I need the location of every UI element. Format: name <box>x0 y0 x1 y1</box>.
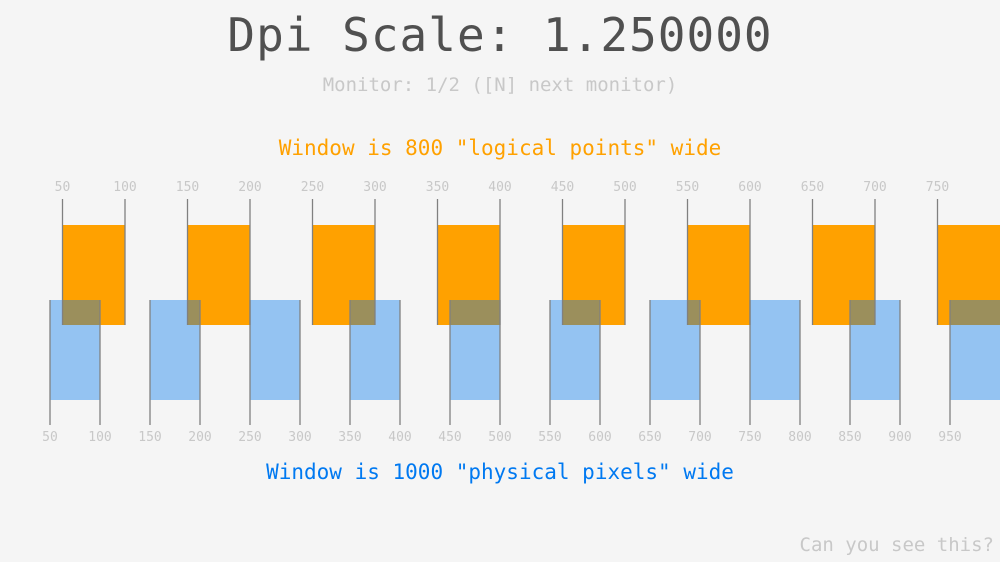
logical-tick-label: 700 <box>863 180 886 195</box>
overlap-region <box>562 300 600 325</box>
logical-tick-label: 200 <box>238 180 261 195</box>
physical-tick-label: 450 <box>438 430 461 445</box>
physical-tick-label: 500 <box>488 430 511 445</box>
physical-tick-label: 150 <box>138 430 161 445</box>
overlap-region <box>950 300 1000 325</box>
physical-pixels-caption: Window is 1000 "physical pixels" wide <box>266 460 734 484</box>
dpi-scale-title: Dpi Scale: 1.250000 <box>227 8 773 62</box>
logical-tick-label: 550 <box>676 180 699 195</box>
physical-tick-label: 100 <box>88 430 111 445</box>
logical-tick-label: 500 <box>613 180 636 195</box>
monitor-info: Monitor: 1/2 ([N] next monitor) <box>322 74 678 96</box>
physical-tick-label: 200 <box>188 430 211 445</box>
logical-tick-label: 400 <box>488 180 511 195</box>
physical-tick-label: 300 <box>288 430 311 445</box>
logical-tick-label: 450 <box>551 180 574 195</box>
physical-tick-label: 750 <box>738 430 761 445</box>
physical-tick-label: 600 <box>588 430 611 445</box>
physical-tick-label: 900 <box>888 430 911 445</box>
physical-tick-label: 650 <box>638 430 661 445</box>
overlap-region <box>850 300 875 325</box>
logical-tick-label: 750 <box>926 180 949 195</box>
physical-box <box>250 300 300 400</box>
logical-tick-label: 300 <box>363 180 386 195</box>
logical-tick-label: 600 <box>738 180 761 195</box>
logical-tick-label: 250 <box>301 180 324 195</box>
logical-tick-label: 150 <box>176 180 199 195</box>
physical-tick-label: 850 <box>838 430 861 445</box>
logical-tick-label: 350 <box>426 180 449 195</box>
physical-tick-label: 350 <box>338 430 361 445</box>
physical-tick-label: 50 <box>42 430 58 445</box>
logical-tick-label: 50 <box>55 180 71 195</box>
physical-tick-label: 550 <box>538 430 561 445</box>
corner-hint-text: Can you see this? <box>799 534 994 556</box>
overlap-region <box>350 300 375 325</box>
overlap-region <box>62 300 100 325</box>
physical-tick-label: 800 <box>788 430 811 445</box>
physical-tick-label: 250 <box>238 430 261 445</box>
overlap-region <box>450 300 500 325</box>
physical-tick-label: 950 <box>938 430 961 445</box>
physical-box <box>750 300 800 400</box>
overlap-region <box>187 300 200 325</box>
logical-points-caption: Window is 800 "logical points" wide <box>278 136 722 160</box>
logical-tick-label: 650 <box>801 180 824 195</box>
physical-tick-label: 400 <box>388 430 411 445</box>
physical-tick-label: 700 <box>688 430 711 445</box>
logical-tick-label: 100 <box>113 180 136 195</box>
overlap-region <box>687 300 700 325</box>
